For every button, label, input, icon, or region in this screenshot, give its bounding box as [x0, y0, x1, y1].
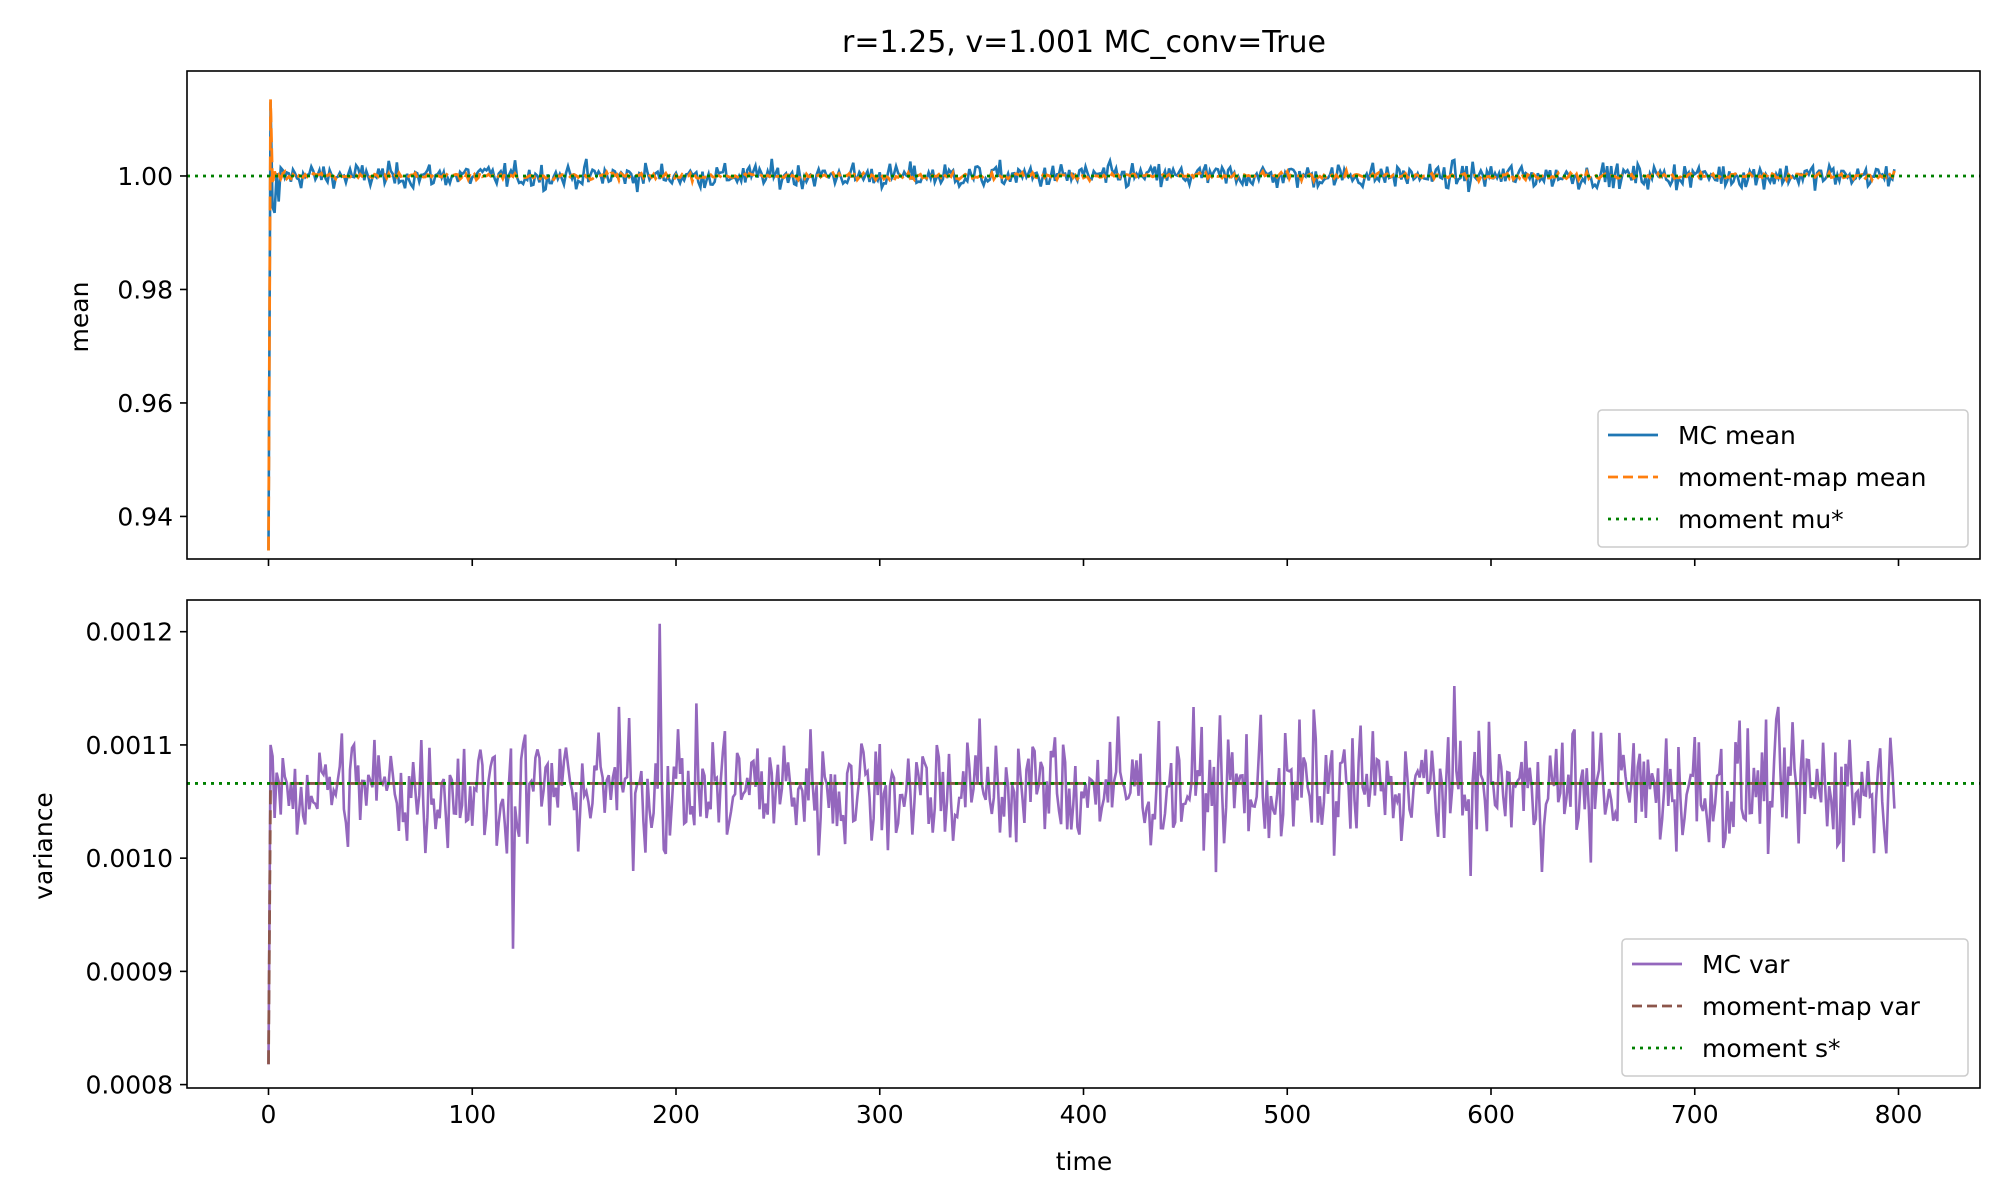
mean-y-ticks: 0.94 0.96 0.98 1.00 — [117, 162, 187, 531]
y-tick-label: 0.0010 — [86, 844, 173, 873]
mean-y-axis-label: mean — [65, 282, 94, 353]
variance-panel: 0.0008 0.0009 0.0010 0.0011 0.0012 0 100 200 30… — [29, 599, 1981, 1129]
variance-x-ticks: 0 100 200 300 400 500 600 700 800 — [261, 1088, 1923, 1129]
x-tick-label: 500 — [1263, 1100, 1311, 1129]
mean-x-ticks — [267, 559, 1900, 566]
x-tick-label: 800 — [1875, 1100, 1923, 1129]
legend-label-moment-map-mean: moment-map mean — [1678, 463, 1926, 492]
x-tick-label: 600 — [1467, 1100, 1515, 1129]
series-line-mc-var — [267, 623, 1896, 1065]
y-tick-label: 0.96 — [117, 389, 173, 418]
series-line-mc-mean — [267, 102, 1896, 551]
legend-box — [1621, 938, 1969, 1077]
mean-panel: 0.94 0.96 0.98 1.00 mean MC mean moment-map … — [65, 70, 1981, 566]
mean-legend: MC mean moment-map mean moment mu* — [1597, 409, 1969, 548]
y-tick-label: 0.0012 — [86, 618, 173, 647]
x-tick-label: 700 — [1671, 1100, 1719, 1129]
chart-title: r=1.25, v=1.001 MC_conv=True — [842, 25, 1326, 60]
y-tick-label: 1.00 — [117, 162, 173, 191]
variance-plot-area — [186, 599, 1981, 1089]
x-tick-label: 0 — [261, 1100, 277, 1129]
y-tick-label: 0.98 — [117, 275, 173, 304]
series-line-moment-map-var — [267, 782, 1895, 1065]
variance-y-ticks: 0.0008 0.0009 0.0010 0.0011 0.0012 — [86, 618, 187, 1100]
x-axis-label: time — [1056, 1147, 1112, 1176]
x-tick-label: 400 — [1060, 1100, 1108, 1129]
y-tick-label: 0.94 — [117, 502, 173, 531]
legend-label-mc-mean: MC mean — [1678, 421, 1796, 450]
legend-label-moment-mu: moment mu* — [1678, 505, 1844, 534]
variance-y-axis-label: variance — [29, 792, 58, 900]
legend-label-mc-var: MC var — [1702, 950, 1790, 979]
variance-legend: MC var moment-map var moment s* — [1621, 938, 1969, 1077]
x-tick-label: 100 — [448, 1100, 496, 1129]
x-tick-label: 200 — [652, 1100, 700, 1129]
y-tick-label: 0.0008 — [86, 1071, 173, 1100]
x-tick-label: 300 — [856, 1100, 904, 1129]
y-tick-label: 0.0011 — [86, 731, 173, 760]
legend-box — [1597, 409, 1969, 548]
legend-label-moment-s: moment s* — [1702, 1034, 1841, 1063]
legend-label-moment-map-var: moment-map var — [1702, 992, 1921, 1021]
y-tick-label: 0.0009 — [86, 957, 173, 986]
